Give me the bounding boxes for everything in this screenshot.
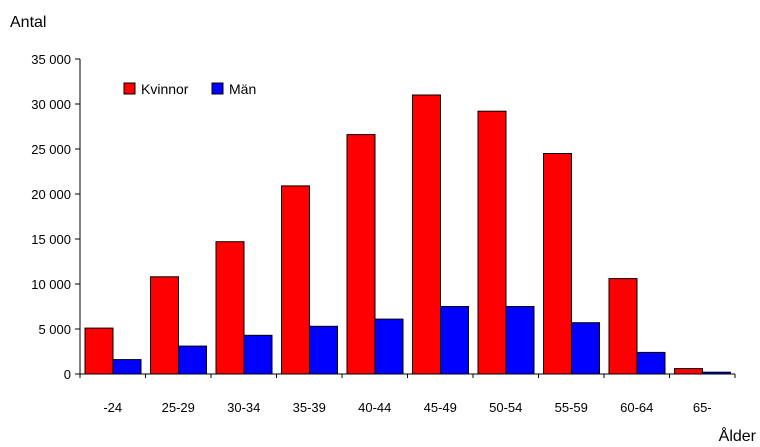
bar-man-5 — [440, 306, 469, 375]
legend-label-kvinnor: Kvinnor — [141, 81, 189, 97]
legend-swatch-kvinnor — [123, 82, 136, 95]
y-tick-label-4: 20 000 — [31, 187, 71, 202]
bar-kvinnor-3 — [281, 185, 310, 375]
legend-swatch-man — [211, 82, 224, 95]
x-tick-label-5: 45-49 — [424, 400, 457, 415]
x-tick-label-0: -24 — [103, 400, 122, 415]
y-tick-label-5: 25 000 — [31, 142, 71, 157]
bar-man-1 — [178, 345, 207, 375]
y-tick-label-7: 35 000 — [31, 52, 71, 67]
bar-man-4 — [374, 318, 404, 375]
bar-man-8 — [636, 351, 666, 375]
y-tick-label-0: 0 — [64, 367, 71, 382]
bar-man-3 — [309, 325, 338, 375]
x-tick-label-8: 60-64 — [620, 400, 653, 415]
legend: Kvinnor Män — [123, 81, 256, 97]
bar-kvinnor-1 — [150, 276, 179, 375]
bar-man-7 — [571, 322, 600, 375]
axes-group: 0 5 000 10 000 15 000 20 000 25 000 30 000 35 0… — [31, 52, 736, 415]
y-axis-title: Antal — [10, 14, 46, 31]
bar-kvinnor-8 — [608, 278, 638, 375]
x-tick-label-1: 25-29 — [162, 400, 195, 415]
bar-man-6 — [505, 306, 535, 375]
legend-label-man: Män — [229, 81, 256, 97]
bar-kvinnor-4 — [346, 134, 376, 375]
x-axis-title: Ålder — [719, 426, 757, 445]
y-tick-label-1: 5 000 — [38, 322, 71, 337]
x-tick-label-9: 65- — [693, 400, 712, 415]
bar-kvinnor-2 — [215, 241, 245, 375]
bar-kvinnor-0 — [84, 327, 114, 375]
x-tick-label-2: 30-34 — [227, 400, 260, 415]
bar-man-2 — [243, 334, 273, 375]
y-tick-label-3: 15 000 — [31, 232, 71, 247]
bar-kvinnor-5 — [412, 94, 441, 375]
y-tick-label-6: 30 000 — [31, 97, 71, 112]
bars-group — [84, 94, 731, 375]
bar-kvinnor-9 — [674, 368, 703, 375]
x-tick-label-4: 40-44 — [358, 400, 391, 415]
x-tick-label-3: 35-39 — [293, 400, 326, 415]
x-tick-label-6: 50-54 — [489, 400, 522, 415]
bar-kvinnor-7 — [543, 153, 572, 375]
bar-man-0 — [112, 359, 142, 375]
bar-kvinnor-6 — [477, 110, 507, 375]
x-tick-label-7: 55-59 — [555, 400, 588, 415]
y-tick-label-2: 10 000 — [31, 277, 71, 292]
